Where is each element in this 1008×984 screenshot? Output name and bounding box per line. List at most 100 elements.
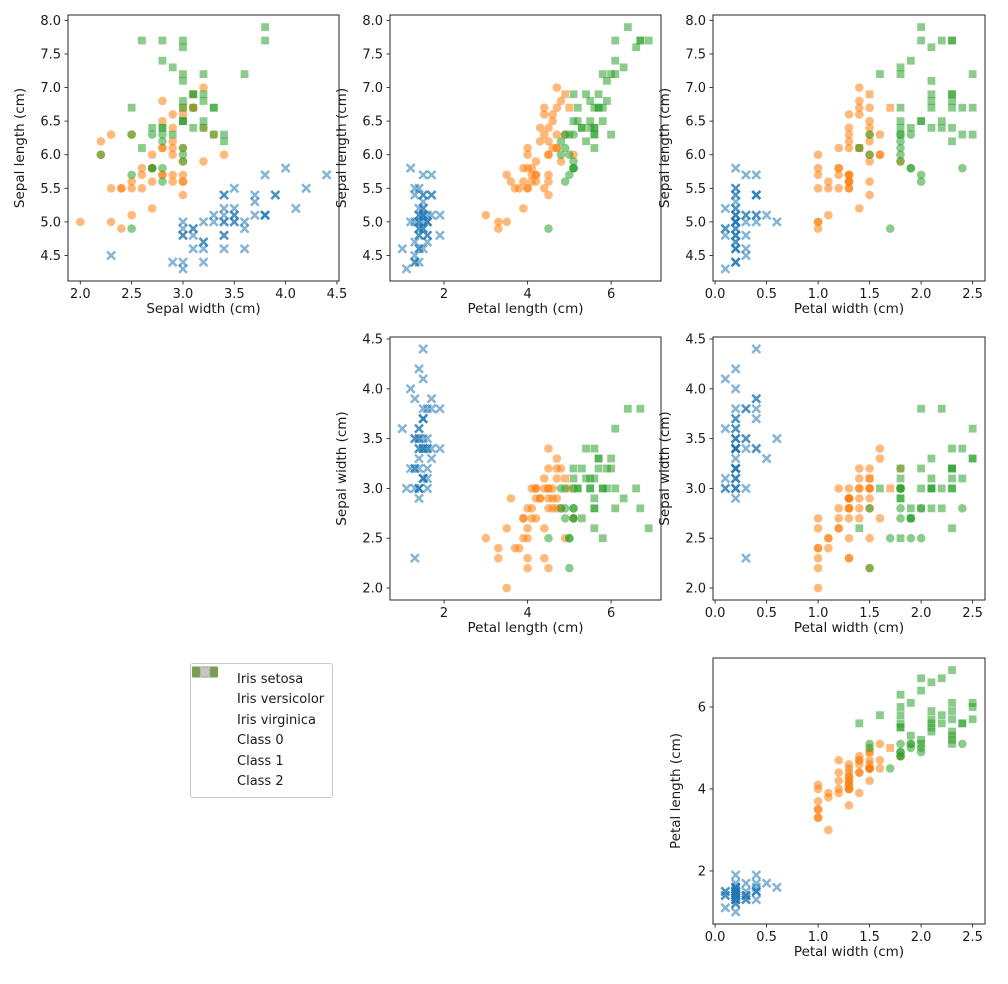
data-point: [948, 707, 956, 715]
data-point: [422, 433, 433, 444]
data-point: [409, 257, 420, 268]
data-point: [906, 123, 915, 132]
data-point: [948, 666, 956, 674]
y-tick-label: 6.0: [362, 148, 383, 163]
y-tick-label: 6.0: [685, 148, 706, 163]
y-tick-label: 2.5: [685, 532, 706, 547]
data-point: [586, 474, 595, 483]
data-point: [730, 907, 741, 917]
data-point: [582, 90, 590, 99]
data-point: [590, 504, 599, 513]
data-point: [260, 169, 270, 180]
data-point: [906, 163, 916, 173]
data-point: [552, 103, 562, 112]
data-point: [409, 250, 420, 261]
data-point: [751, 216, 762, 227]
data-point: [544, 224, 553, 233]
data-point: [896, 117, 905, 126]
data-point: [544, 563, 553, 573]
data-point: [927, 474, 936, 483]
data-point: [885, 533, 895, 543]
data-point: [138, 36, 146, 45]
data-point: [751, 403, 762, 414]
data-point: [813, 150, 823, 160]
data-point: [730, 383, 741, 394]
data-point: [730, 870, 741, 880]
data-point: [730, 243, 741, 254]
data-point: [96, 150, 106, 160]
data-point: [556, 136, 566, 146]
data-point: [189, 103, 198, 112]
data-point: [885, 224, 895, 233]
data-point: [876, 484, 884, 493]
data-point: [876, 711, 884, 720]
data-point: [948, 715, 956, 724]
data-point: [855, 83, 864, 92]
data-point: [148, 123, 157, 132]
data-point: [556, 504, 566, 513]
data-point: [418, 169, 429, 180]
x-tick-label: 1.0: [808, 930, 829, 945]
data-point: [927, 90, 936, 99]
data-point: [896, 723, 905, 732]
data-point: [301, 183, 312, 194]
data-point: [158, 36, 167, 45]
data-point: [865, 123, 874, 133]
data-point: [824, 825, 833, 835]
data-point: [636, 404, 645, 413]
data-point: [200, 667, 210, 677]
data-point: [855, 524, 864, 533]
data-point: [168, 130, 177, 139]
data-point: [865, 755, 874, 765]
data-point: [414, 423, 424, 434]
data-point: [619, 494, 628, 503]
data-point: [906, 514, 916, 523]
data-point: [730, 237, 741, 247]
y-tick-label: 4.0: [362, 382, 383, 397]
data-point: [607, 464, 616, 473]
data-point: [875, 444, 885, 453]
x-tick-label: 2.5: [962, 287, 983, 302]
data-point: [896, 719, 905, 728]
data-point: [730, 443, 741, 454]
data-point: [927, 715, 936, 724]
data-point: [260, 210, 270, 221]
data-point: [834, 143, 843, 153]
data-point: [219, 203, 229, 214]
data-point: [865, 103, 874, 112]
data-point: [240, 70, 249, 79]
data-point: [844, 780, 854, 790]
data-point: [875, 514, 885, 523]
data-point: [506, 177, 516, 186]
data-point: [168, 177, 178, 186]
data-point: [865, 464, 874, 473]
data-point: [751, 344, 762, 354]
data-point: [560, 177, 570, 186]
data-point: [958, 739, 967, 749]
data-point: [741, 210, 751, 221]
x-tick-label: 0.0: [705, 606, 726, 621]
data-point: [527, 504, 537, 513]
data-point: [594, 464, 603, 473]
data-point: [565, 563, 574, 573]
data-point: [598, 484, 607, 493]
data-point: [178, 170, 188, 180]
y-tick-label: 3.0: [362, 482, 383, 497]
data-point: [422, 483, 433, 494]
legend-item-label: Iris virginica: [237, 712, 316, 728]
data-point: [535, 136, 545, 146]
data-point: [730, 473, 741, 484]
data-point: [896, 63, 905, 72]
data-point: [561, 90, 570, 99]
data-point: [813, 563, 823, 573]
data-point: [127, 224, 136, 233]
y-tick-label: 3.5: [362, 432, 383, 447]
legend-square-marker-icon: [200, 667, 230, 790]
data-point: [523, 563, 532, 573]
data-point: [168, 110, 178, 119]
data-point: [813, 514, 823, 523]
data-point: [917, 117, 926, 126]
y-tick-label: 5.0: [362, 215, 383, 230]
data-point: [539, 130, 549, 139]
data-point: [586, 484, 595, 493]
